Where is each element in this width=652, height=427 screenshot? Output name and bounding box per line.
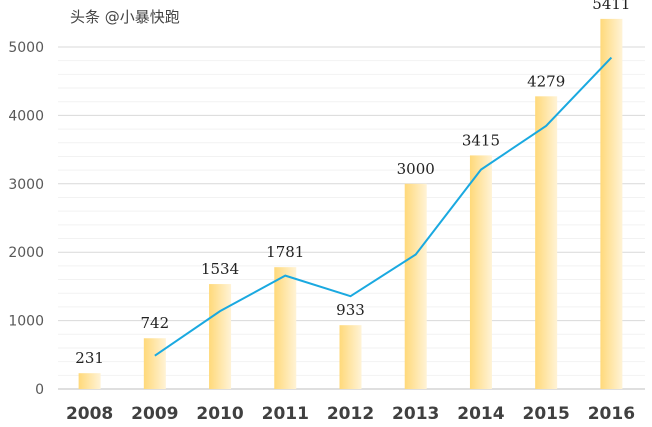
x-tick-label: 2013: [392, 404, 439, 424]
y-tick-label: 2000: [8, 245, 44, 261]
data-label: 4279: [527, 72, 565, 90]
x-tick-label: 2016: [588, 404, 635, 424]
data-label: 742: [141, 314, 170, 332]
bar: [469, 155, 492, 389]
data-label: 1534: [201, 260, 239, 278]
bar: [339, 325, 362, 389]
line-series: [154, 56, 613, 357]
x-tick-label: 2012: [327, 404, 374, 424]
data-label: 933: [336, 301, 365, 319]
x-axis: 2008 2009 2010 2011 2012 2013 2014 2015 2016: [66, 404, 635, 424]
data-label: 3000: [397, 160, 435, 178]
data-label: 5411: [592, 0, 630, 13]
y-tick-label: 5000: [8, 40, 44, 56]
trend-line: [154, 56, 613, 357]
y-tick-label: 3000: [8, 177, 44, 193]
bar: [209, 284, 232, 389]
data-labels: 231 742 1534 1781 933 3000 3415 4279 5411: [75, 0, 630, 367]
data-label: 3415: [462, 131, 500, 149]
bars: [78, 18, 623, 389]
x-tick-label: 2009: [131, 404, 178, 424]
bar: [600, 18, 623, 389]
y-axis: 0 1000 2000 3000 4000 5000: [8, 40, 44, 398]
data-label: 1781: [266, 243, 304, 261]
x-tick-label: 2011: [262, 404, 309, 424]
bar: [143, 338, 166, 389]
x-tick-label: 2015: [523, 404, 570, 424]
bar: [404, 183, 427, 389]
y-tick-label: 0: [35, 382, 44, 398]
bar: [274, 267, 297, 389]
x-tick-label: 2008: [66, 404, 113, 424]
bar: [535, 96, 558, 389]
x-tick-label: 2010: [196, 404, 243, 424]
watermark: 头条 @小暴快跑: [70, 8, 180, 26]
data-label: 231: [75, 349, 104, 367]
x-tick-label: 2014: [457, 404, 504, 424]
bar: [78, 373, 101, 389]
y-tick-label: 4000: [8, 108, 44, 124]
y-tick-label: 1000: [8, 314, 44, 330]
